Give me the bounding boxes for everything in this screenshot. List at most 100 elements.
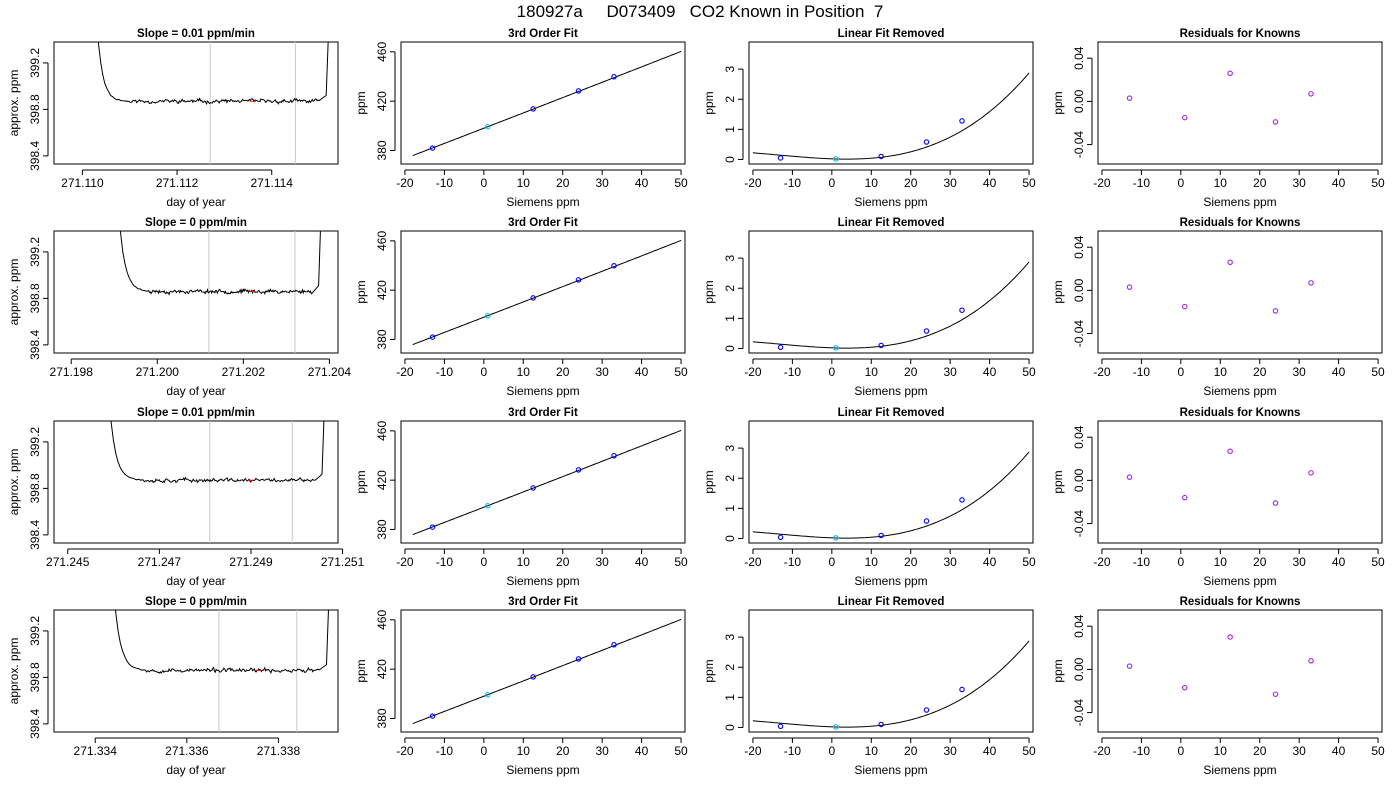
x-tick-label: 50 (1022, 744, 1036, 758)
x-tick-label: 20 (556, 555, 570, 569)
panel-title: Linear Fit Removed (838, 217, 945, 229)
data-point (575, 656, 582, 662)
panel-r1c3: Linear Fit Removed-20 -10 0 10 20 30 40 50Sieme… (702, 28, 1036, 209)
x-tick-label: 40 (635, 744, 649, 758)
y-tick-label: 399.2 (28, 48, 42, 78)
x-tick-label: -10 (436, 365, 454, 379)
x-tick-label: 271.334 (74, 744, 118, 758)
y-tick-label: 420 (375, 470, 389, 490)
y-axis-label: approx. ppm (7, 638, 21, 705)
y-tick-label: 3 (723, 65, 737, 72)
y-tick-label: 2 (723, 96, 737, 103)
panel-r2c1: Slope = 0 ppm/min 271.198 271.200 271.202 27… (7, 217, 352, 398)
y-tick-label: 1 (723, 315, 737, 322)
y-axis-label: ppm (1051, 280, 1065, 303)
x-tick-label: 20 (1253, 365, 1267, 379)
plot-frame (400, 41, 686, 165)
x-tick-label: 20 (904, 744, 918, 758)
concentration-trace (110, 421, 325, 484)
x-tick-label: -20 (396, 176, 414, 190)
panel-title: Linear Fit Removed (838, 407, 945, 419)
residual-point (1227, 448, 1233, 454)
plot-frame (53, 420, 339, 544)
data-point (777, 155, 784, 161)
x-axis-label: day of year (166, 195, 225, 209)
residual-point (1227, 259, 1233, 266)
x-axis-label: day of year (166, 763, 225, 777)
y-tick-label: 0.00 (1072, 657, 1086, 681)
x-tick-label: 271.336 (165, 744, 209, 758)
x-tick-label: -20 (744, 555, 762, 569)
data-layer (115, 610, 329, 732)
data-point (530, 106, 536, 112)
concentration-trace (97, 42, 329, 106)
x-tick-label: -10 (1133, 365, 1151, 379)
data-point (429, 334, 436, 340)
y-axis-label: ppm (702, 470, 716, 493)
data-layer (412, 50, 682, 157)
x-tick-label: 40 (1332, 176, 1346, 190)
y-tick-label: 2 (723, 285, 737, 292)
x-tick-label: 10 (517, 744, 531, 758)
x-tick-label: 20 (1253, 555, 1267, 569)
panel-r3c3: Linear Fit Removed-20 -10 0 10 20 30 40 50Sieme… (702, 407, 1036, 588)
plot-frame (1097, 420, 1383, 544)
x-tick-label: 20 (1253, 744, 1267, 758)
y-tick-label: 1 (723, 505, 737, 512)
x-tick-label: 50 (1022, 555, 1036, 569)
panel-r1c4: Residuals for Knowns -20 -10 0 10 20 30 40 50 Sie… (1051, 28, 1385, 209)
plot-frame (1097, 41, 1383, 165)
panel-r3c4: Residuals for Knowns -20 -10 0 10 20 30 40 50 Sie… (1051, 407, 1385, 588)
x-tick-label: 271.338 (257, 744, 301, 758)
x-tick-label: -20 (744, 365, 762, 379)
x-tick-label: 0 (1177, 176, 1184, 190)
panel-title: Slope = 0.01 ppm/min (137, 407, 255, 419)
x-tick-label: 271.251 (321, 555, 365, 569)
y-tick-label: 460 (375, 42, 389, 62)
x-tick-label: 30 (595, 555, 609, 569)
x-tick-label: 50 (674, 744, 688, 758)
x-tick-label: 271.204 (308, 365, 352, 379)
x-tick-label: 50 (1022, 365, 1036, 379)
residual-point (1308, 91, 1314, 97)
y-tick-label: 3 (723, 254, 737, 261)
data-point (878, 153, 884, 160)
x-tick-label: -20 (396, 555, 414, 569)
y-tick-label: 0.00 (1072, 468, 1086, 492)
y-axis-label: ppm (354, 91, 368, 114)
x-tick-label: 30 (595, 744, 609, 758)
y-tick-label: 0.04 (1072, 235, 1086, 259)
y-tick-label: 398.8 (28, 94, 42, 124)
y-axis-label: ppm (1051, 91, 1065, 114)
data-point (611, 263, 617, 269)
data-layer (1126, 634, 1314, 697)
x-tick-label: 50 (1371, 365, 1385, 379)
y-tick-label: 0 (723, 156, 737, 163)
x-tick-label: 30 (595, 176, 609, 190)
fit-curve (752, 261, 1030, 349)
residual-point (1182, 303, 1188, 310)
x-axis-label: day of year (166, 384, 225, 398)
residual-point (1272, 691, 1279, 697)
x-axis-label: Siemens ppm (506, 195, 579, 209)
residual-point (1308, 657, 1314, 664)
x-tick-label: 271.200 (136, 365, 180, 379)
x-tick-label: 0 (828, 365, 835, 379)
data-point (959, 686, 965, 693)
x-tick-label: 50 (674, 555, 688, 569)
y-tick-label: 399.2 (28, 237, 42, 267)
x-tick-label: 50 (1371, 555, 1385, 569)
x-tick-label: 10 (517, 176, 531, 190)
residual-point (1227, 70, 1233, 77)
residual-point (1308, 470, 1314, 476)
y-axis-label: ppm (702, 659, 716, 682)
data-layer (412, 429, 682, 536)
y-axis-label: ppm (354, 659, 368, 682)
data-point (530, 295, 536, 301)
x-tick-label: 20 (556, 365, 570, 379)
data-point (833, 724, 839, 730)
data-point (923, 139, 930, 145)
data-layer (412, 239, 682, 346)
panel-title: Residuals for Knowns (1180, 217, 1301, 229)
